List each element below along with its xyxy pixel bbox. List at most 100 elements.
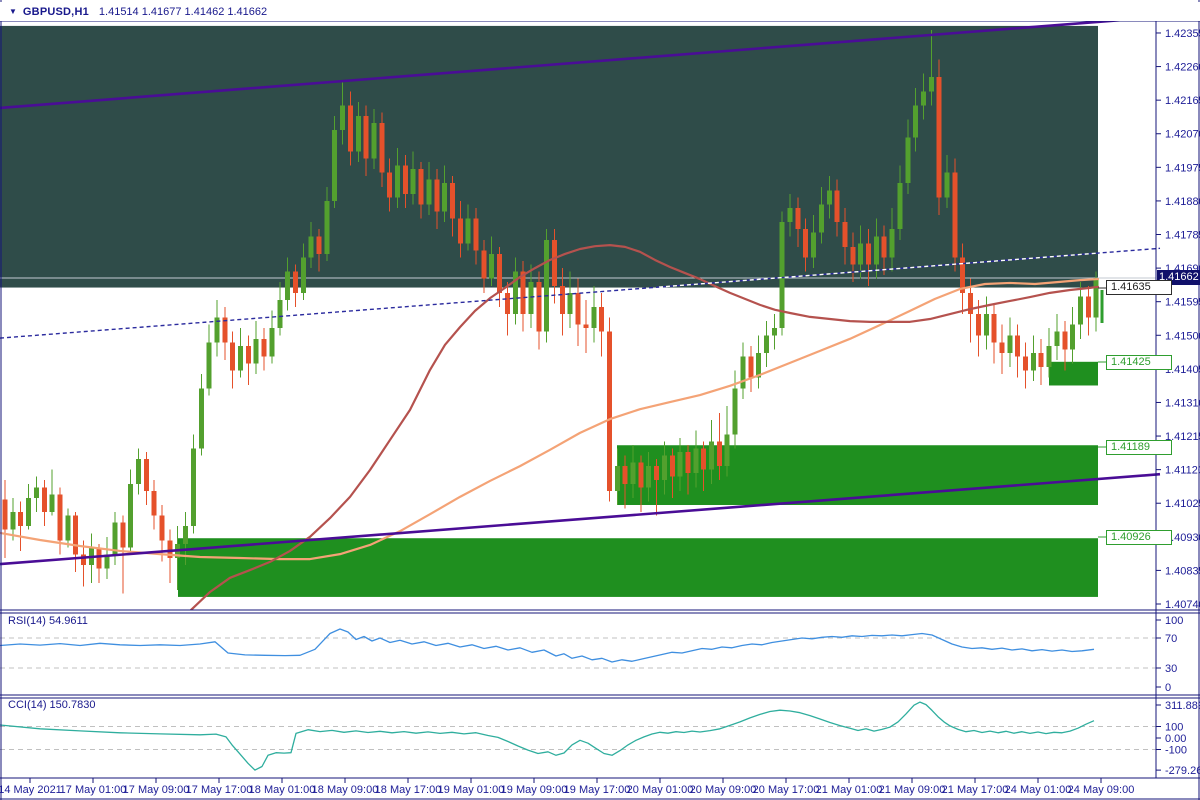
candle-bull[interactable] xyxy=(771,328,777,336)
candle-bear[interactable] xyxy=(1085,296,1091,318)
candle-bull[interactable] xyxy=(920,91,926,106)
candle-bull[interactable] xyxy=(740,356,746,389)
candle-bull[interactable] xyxy=(709,441,714,470)
candle-bear[interactable] xyxy=(701,448,707,470)
candle-bear[interactable] xyxy=(292,271,298,293)
candle-bull[interactable] xyxy=(285,271,291,300)
candle-bull[interactable] xyxy=(65,515,71,541)
candle-bull[interactable] xyxy=(465,218,471,244)
candle-bull[interactable] xyxy=(873,236,879,265)
candle-bull[interactable] xyxy=(324,200,330,254)
candle-bear[interactable] xyxy=(622,466,628,484)
candle-bear[interactable] xyxy=(654,466,660,481)
candle-bull[interactable] xyxy=(135,459,141,484)
candle-bear[interactable] xyxy=(402,165,408,194)
candle-bull[interactable] xyxy=(214,317,220,343)
candle-bear[interactable] xyxy=(143,459,149,491)
candle-bull[interactable] xyxy=(332,130,338,201)
candle-bull[interactable] xyxy=(183,526,189,544)
candle-bear[interactable] xyxy=(638,462,644,488)
candle-bull[interactable] xyxy=(1046,345,1052,368)
candle-bear[interactable] xyxy=(387,172,393,198)
candle-bull[interactable] xyxy=(340,105,346,131)
candle-bear[interactable] xyxy=(2,499,8,530)
candle-bull[interactable] xyxy=(395,165,400,198)
candle-bear[interactable] xyxy=(520,271,526,315)
candle-bull[interactable] xyxy=(128,483,134,548)
candle-bull[interactable] xyxy=(905,137,911,184)
candle-bull[interactable] xyxy=(544,239,550,332)
candle-bear[interactable] xyxy=(159,515,165,541)
candle-bear[interactable] xyxy=(120,522,126,548)
candle-bull[interactable] xyxy=(1077,296,1083,325)
candle-bull[interactable] xyxy=(112,522,118,555)
candle-bull[interactable] xyxy=(1070,324,1076,350)
candle-bear[interactable] xyxy=(18,512,24,527)
candle-bear[interactable] xyxy=(795,207,801,230)
candle-bear[interactable] xyxy=(457,218,463,244)
candle-bull[interactable] xyxy=(763,335,769,353)
candle-bear[interactable] xyxy=(559,285,565,315)
candle-bull[interactable] xyxy=(897,183,903,230)
candle-bear[interactable] xyxy=(968,292,974,315)
candle-bull[interactable] xyxy=(26,497,32,527)
candle-bear[interactable] xyxy=(606,331,612,491)
candle-bear[interactable] xyxy=(1038,352,1044,368)
candle-bear[interactable] xyxy=(552,239,557,286)
channel-lower[interactable] xyxy=(0,472,1161,566)
candle-bull[interactable] xyxy=(410,169,416,194)
candle-bear[interactable] xyxy=(975,314,981,336)
candle-bear[interactable] xyxy=(96,547,102,569)
candle-bear[interactable] xyxy=(685,451,691,474)
candle-bear[interactable] xyxy=(73,515,79,555)
candle-bull[interactable] xyxy=(489,253,495,279)
candle-bull[interactable] xyxy=(442,183,448,212)
candle-bear[interactable] xyxy=(599,306,605,332)
candle-bull[interactable] xyxy=(512,271,518,315)
demand-zone-lower[interactable] xyxy=(178,538,1098,597)
candle-bear[interactable] xyxy=(434,179,440,212)
candle-bear[interactable] xyxy=(504,292,510,315)
candle-bull[interactable] xyxy=(661,455,667,481)
candle-bull[interactable] xyxy=(756,352,762,378)
candle-bear[interactable] xyxy=(379,123,385,173)
candle-bull[interactable] xyxy=(732,388,738,435)
candle-bull[interactable] xyxy=(567,292,573,315)
candle-bull[interactable] xyxy=(190,448,196,527)
candle-bear[interactable] xyxy=(473,218,479,251)
candle-bear[interactable] xyxy=(316,236,322,254)
candle-bull[interactable] xyxy=(811,232,817,258)
supply-zone-price-label[interactable]: 1.41635 xyxy=(1106,280,1172,295)
demand-zone-upper[interactable] xyxy=(1049,361,1098,386)
candle-bull[interactable] xyxy=(528,282,534,315)
candle-bull[interactable] xyxy=(889,229,895,258)
candle-bull[interactable] xyxy=(630,462,636,484)
candle-bear[interactable] xyxy=(481,250,487,279)
candle-bull[interactable] xyxy=(928,77,934,92)
candle-bear[interactable] xyxy=(41,487,47,513)
candle-bear[interactable] xyxy=(151,490,157,516)
candle-bull[interactable] xyxy=(944,172,950,198)
candle-bear[interactable] xyxy=(575,292,581,325)
candle-bear[interactable] xyxy=(1015,335,1021,357)
candle-bear[interactable] xyxy=(245,345,251,364)
candle-bull[interactable] xyxy=(913,105,919,138)
candle-bear[interactable] xyxy=(866,243,871,265)
candle-bear[interactable] xyxy=(81,554,86,566)
candle-bear[interactable] xyxy=(842,222,848,247)
candle-bear[interactable] xyxy=(1023,356,1028,371)
candle-bull[interactable] xyxy=(677,451,683,477)
candle-bear[interactable] xyxy=(583,324,589,329)
candle-bear[interactable] xyxy=(449,183,455,219)
candle-bull[interactable] xyxy=(646,466,652,488)
candle-bull[interactable] xyxy=(1030,352,1036,371)
candle-bear[interactable] xyxy=(222,317,228,343)
candle-bull[interactable] xyxy=(198,388,204,449)
candle-bear[interactable] xyxy=(881,236,887,258)
candle-bear[interactable] xyxy=(669,455,675,477)
candle-bull[interactable] xyxy=(269,328,275,357)
candle-bear[interactable] xyxy=(716,441,722,467)
candle-bull[interactable] xyxy=(104,554,110,569)
candle-bear[interactable] xyxy=(497,253,503,293)
